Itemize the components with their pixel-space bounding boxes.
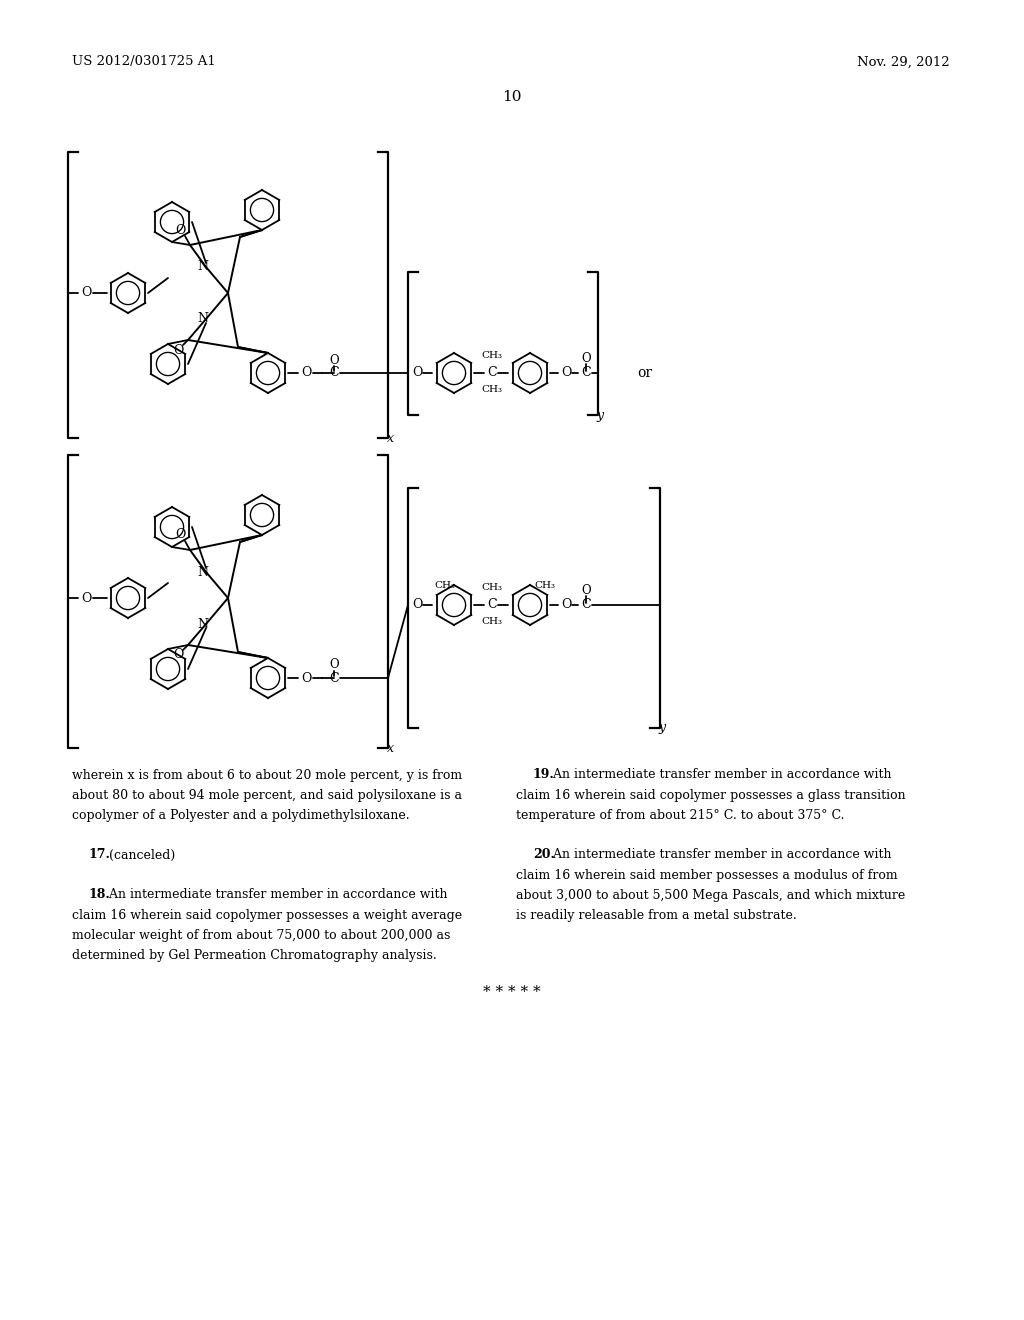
Text: C: C (487, 598, 497, 611)
Text: O: O (561, 598, 571, 611)
Text: O: O (412, 367, 422, 380)
Text: about 3,000 to about 5,500 Mega Pascals, and which mixture: about 3,000 to about 5,500 Mega Pascals,… (516, 888, 905, 902)
Text: copolymer of a Polyester and a polydimethylsiloxane.: copolymer of a Polyester and a polydimet… (72, 808, 410, 821)
Text: O: O (175, 528, 185, 541)
Text: O: O (561, 367, 571, 380)
Text: N: N (198, 260, 209, 273)
Text: CH₃: CH₃ (481, 351, 503, 360)
Text: CH₃: CH₃ (434, 581, 456, 590)
Text: O: O (329, 354, 339, 367)
Text: 10: 10 (502, 90, 522, 104)
Text: Nov. 29, 2012: Nov. 29, 2012 (857, 55, 950, 69)
Text: claim 16 wherein said member possesses a modulus of from: claim 16 wherein said member possesses a… (516, 869, 898, 882)
Text: O: O (582, 351, 591, 364)
Text: An intermediate transfer member in accordance with: An intermediate transfer member in accor… (105, 888, 447, 902)
Text: y: y (596, 408, 603, 421)
Text: C: C (582, 367, 591, 380)
Text: 19.: 19. (532, 768, 555, 781)
Text: CH₃: CH₃ (481, 583, 503, 593)
Text: wherein x is from about 6 to about 20 mole percent, y is from: wherein x is from about 6 to about 20 mo… (72, 768, 462, 781)
Text: CH₃: CH₃ (481, 618, 503, 627)
Text: 18.: 18. (89, 888, 111, 902)
Text: 20.: 20. (532, 849, 555, 862)
Text: O: O (175, 223, 185, 236)
Text: (canceled): (canceled) (105, 849, 175, 862)
Text: or: or (637, 366, 652, 380)
Text: An intermediate transfer member in accordance with: An intermediate transfer member in accor… (549, 768, 892, 781)
Text: claim 16 wherein said copolymer possesses a weight average: claim 16 wherein said copolymer possesse… (72, 908, 462, 921)
Text: about 80 to about 94 mole percent, and said polysiloxane is a: about 80 to about 94 mole percent, and s… (72, 788, 462, 801)
Text: 17.: 17. (89, 849, 111, 862)
Text: O: O (582, 583, 591, 597)
Text: C: C (329, 367, 339, 380)
Text: O: O (81, 286, 91, 300)
Text: C: C (487, 367, 497, 380)
Text: An intermediate transfer member in accordance with: An intermediate transfer member in accor… (549, 849, 892, 862)
Text: determined by Gel Permeation Chromatography analysis.: determined by Gel Permeation Chromatogra… (72, 949, 437, 961)
Text: O: O (301, 672, 311, 685)
Text: temperature of from about 215° C. to about 375° C.: temperature of from about 215° C. to abo… (516, 808, 845, 821)
Text: O: O (173, 648, 183, 661)
Text: O: O (173, 343, 183, 356)
Text: O: O (329, 659, 339, 672)
Text: O: O (81, 591, 91, 605)
Text: molecular weight of from about 75,000 to about 200,000 as: molecular weight of from about 75,000 to… (72, 928, 451, 941)
Text: x: x (386, 742, 393, 755)
Text: x: x (386, 432, 393, 445)
Text: CH₃: CH₃ (535, 581, 555, 590)
Text: O: O (301, 367, 311, 380)
Text: C: C (582, 598, 591, 611)
Text: N: N (198, 565, 209, 578)
Text: C: C (329, 672, 339, 685)
Text: US 2012/0301725 A1: US 2012/0301725 A1 (72, 55, 216, 69)
Text: O: O (412, 598, 422, 611)
Text: N: N (198, 618, 209, 631)
Text: claim 16 wherein said copolymer possesses a glass transition: claim 16 wherein said copolymer possesse… (516, 788, 905, 801)
Text: y: y (658, 722, 666, 734)
Text: * * * * *: * * * * * (483, 985, 541, 999)
Text: CH₃: CH₃ (481, 385, 503, 395)
Text: is readily releasable from a metal substrate.: is readily releasable from a metal subst… (516, 908, 797, 921)
Text: N: N (198, 313, 209, 326)
